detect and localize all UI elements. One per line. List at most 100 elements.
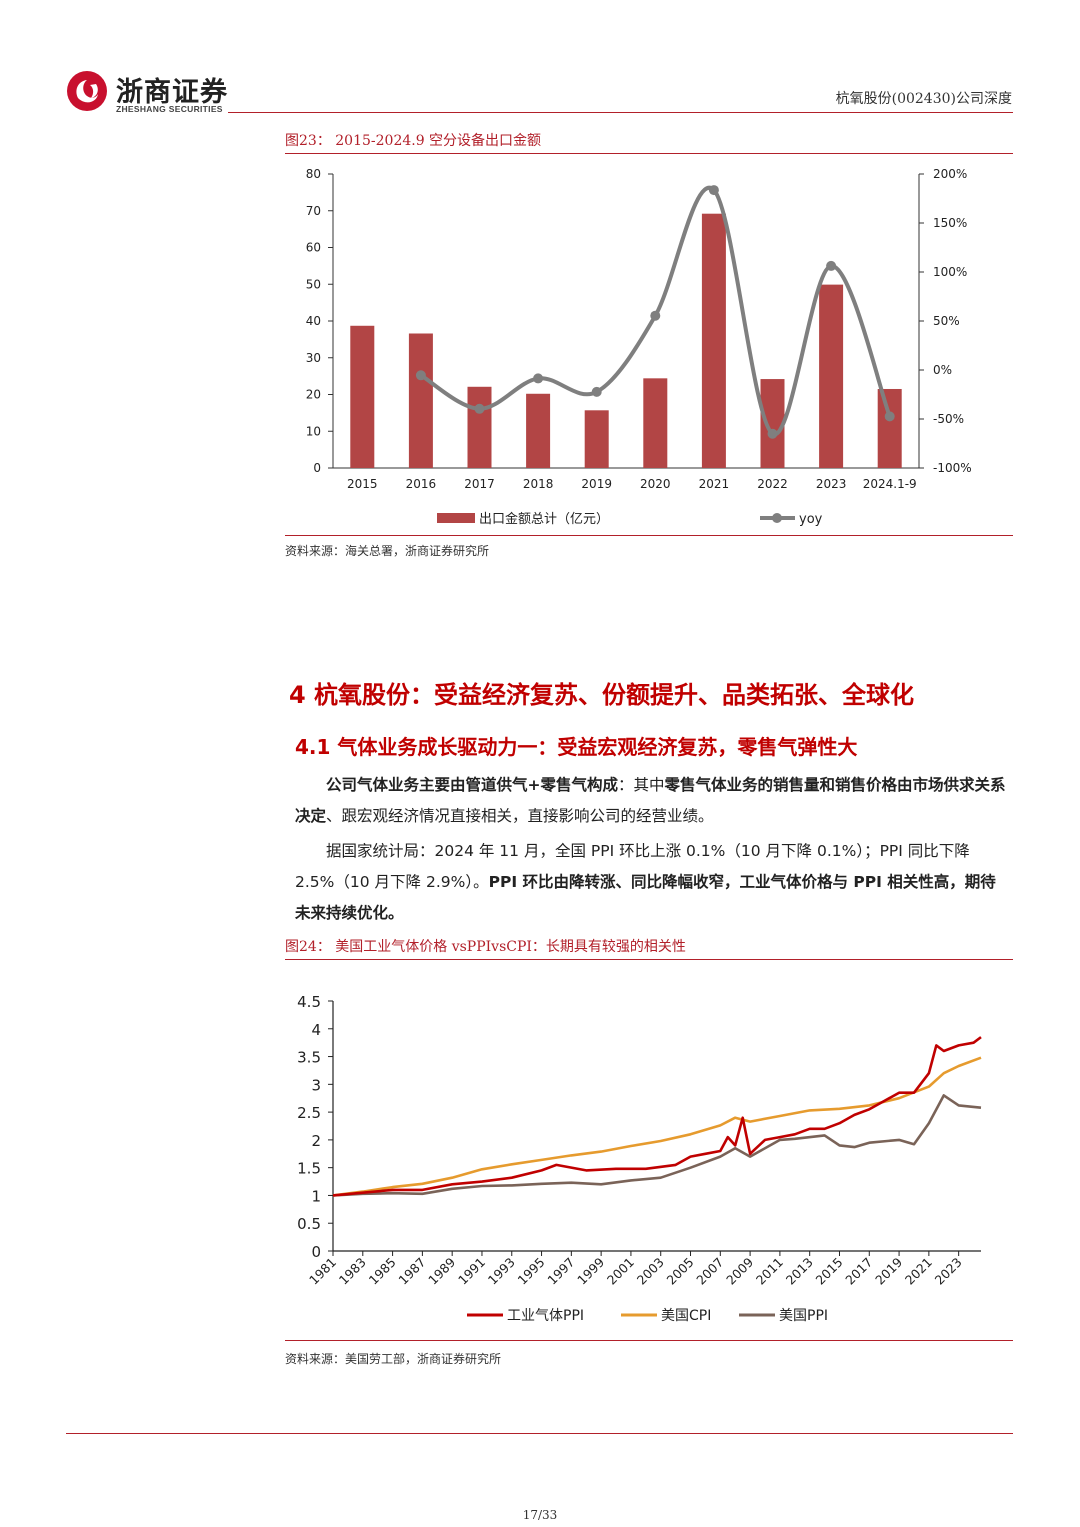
right-tick-label: 150% xyxy=(933,216,967,230)
paragraph-ppi: 据国家统计局：2024 年 11 月，全国 PPI 环比上涨 0.1%（10 月… xyxy=(295,836,1009,929)
legend-bar-label: 出口金额总计（亿元） xyxy=(479,511,609,527)
left-tick-label: 80 xyxy=(306,167,321,181)
legend-line-label: yoy xyxy=(799,512,823,527)
left-tick-label: 30 xyxy=(306,351,321,365)
bar xyxy=(584,410,609,468)
bar xyxy=(408,333,433,468)
paragraph-gas-business: 公司气体业务主要由管道供气+零售气构成：其中零售气体业务的销售量和销售价格由市场… xyxy=(295,770,1009,832)
export-value-chart: 0 10 20 30 40 50 60 70 80 -100% -50% 0% 50% 100% 150% 2… xyxy=(306,167,972,527)
bar xyxy=(643,378,668,468)
x-tick-label: 2018 xyxy=(523,477,554,491)
x-tick-label: 1989 xyxy=(425,1254,458,1287)
figure23-bottom-rule xyxy=(285,535,1013,536)
y-tick-label: 4 xyxy=(311,1021,321,1039)
p2-text: 据国家统计局：2024 年 11 月，全国 PPI 环比上涨 0.1%（10 月… xyxy=(295,842,970,891)
figure23-title: 图23： 2015-2024.9 空分设备出口金额 xyxy=(285,133,542,149)
figure24-bottom-rule xyxy=(285,1340,1013,1341)
report-title: 杭氧股份(002430)公司深度 xyxy=(835,91,1012,107)
series-line-1 xyxy=(332,1056,982,1197)
x-tick-label: 2011 xyxy=(753,1255,786,1288)
x-tick-label: 2019 xyxy=(872,1254,905,1287)
yoy-point xyxy=(533,373,544,384)
y-tick-label: 0.5 xyxy=(297,1215,321,1233)
x-tick-label: 2013 xyxy=(783,1255,816,1288)
right-tick-label: -100% xyxy=(933,461,972,475)
logo-english: ZHESHANG SECURITIES xyxy=(116,104,223,114)
right-tick-label: 0% xyxy=(933,363,952,377)
yoy-point xyxy=(474,403,485,414)
x-tick-label: 2003 xyxy=(634,1255,667,1288)
yoy-point xyxy=(650,310,661,321)
page-number: 17/33 xyxy=(522,1508,558,1522)
yoy-point xyxy=(591,386,602,397)
subsection-heading: 4.1 气体业务成长驱动力一：受益宏观经济复苏，零售气弹性大 xyxy=(295,735,858,759)
x-tick-label: 2009 xyxy=(723,1254,756,1287)
section-heading: 4 杭氧股份：受益经济复苏、份额提升、品类拓张、全球化 xyxy=(289,681,915,709)
series-line-2 xyxy=(332,1094,982,1197)
x-tick-label: 2016 xyxy=(406,477,437,491)
bar xyxy=(701,213,726,468)
legend-label: 美国CPI xyxy=(661,1308,711,1324)
legend-bar-swatch xyxy=(437,513,475,523)
bar xyxy=(819,284,844,468)
left-tick-label: 50 xyxy=(306,277,321,291)
us-gas-price-chart: 00.511.522.533.544.519811983198519871989… xyxy=(297,993,982,1324)
x-tick-label: 2020 xyxy=(640,477,671,491)
x-tick-label: 2001 xyxy=(604,1255,637,1288)
footer-rule xyxy=(66,1433,1013,1434)
x-tick-label: 1985 xyxy=(366,1255,399,1288)
x-tick-label: 1999 xyxy=(574,1254,607,1287)
x-tick-label: 2019 xyxy=(581,477,612,491)
p1-mid: ：其中 xyxy=(618,776,665,794)
y-tick-label: 2 xyxy=(311,1132,321,1150)
right-tick-label: 50% xyxy=(933,314,960,328)
bar xyxy=(526,393,551,468)
y-tick-label: 0 xyxy=(311,1243,321,1261)
left-tick-label: 10 xyxy=(306,424,321,438)
yoy-line xyxy=(419,185,892,436)
left-tick-label: 60 xyxy=(306,241,321,255)
left-tick-label: 20 xyxy=(306,388,321,402)
figure24-title: 图24： 美国工业气体价格 vsPPIvsCPI：长期具有较强的相关性 xyxy=(285,939,686,955)
left-tick-label: 40 xyxy=(306,314,321,328)
p1-bold2: 零售气体业务的销售量和销售价格由市场供求关系决定 xyxy=(295,776,1006,825)
x-tick-label: 1997 xyxy=(544,1255,577,1288)
legend-label: 工业气体PPI xyxy=(507,1308,584,1324)
x-tick-label: 2023 xyxy=(816,477,847,491)
x-tick-label: 2007 xyxy=(693,1255,726,1288)
x-tick-label: 2021 xyxy=(699,477,730,491)
x-tick-label: 2005 xyxy=(664,1255,697,1288)
figure23-source: 资料来源：海关总署，浙商证券研究所 xyxy=(285,544,490,558)
bar xyxy=(350,325,375,468)
legend-label: 美国PPI xyxy=(779,1308,828,1324)
y-tick-label: 1.5 xyxy=(297,1160,321,1178)
x-tick-label: 1993 xyxy=(485,1255,518,1288)
bar xyxy=(760,379,785,468)
series-line-0 xyxy=(332,1036,982,1197)
x-tick-label: 1983 xyxy=(336,1255,369,1288)
x-tick-label: 2024.1-9 xyxy=(863,477,917,491)
right-tick-label: 200% xyxy=(933,167,967,181)
right-tick-label: 100% xyxy=(933,265,967,279)
right-tick-label: -50% xyxy=(933,412,964,426)
x-tick-label: 1995 xyxy=(515,1255,548,1288)
y-tick-label: 2.5 xyxy=(297,1104,321,1122)
yoy-point xyxy=(767,428,778,439)
figure23-title-rule xyxy=(285,153,1013,154)
figure24-title-rule xyxy=(285,959,1013,960)
yoy-point xyxy=(708,185,719,196)
bar xyxy=(467,386,492,468)
x-tick-label: 1991 xyxy=(455,1255,488,1288)
y-tick-label: 4.5 xyxy=(297,993,321,1011)
yoy-point xyxy=(884,411,895,422)
x-tick-label: 2015 xyxy=(813,1255,846,1288)
y-tick-label: 3 xyxy=(311,1076,321,1094)
logo-wordmark: 浙商证券 xyxy=(116,77,228,108)
x-tick-label: 2017 xyxy=(842,1255,875,1288)
bar xyxy=(877,388,902,468)
yoy-point xyxy=(826,260,837,271)
y-tick-label: 3.5 xyxy=(297,1049,321,1067)
y-tick-label: 1 xyxy=(311,1187,321,1205)
zheshang-logo-icon xyxy=(67,71,107,111)
x-tick-label: 2023 xyxy=(932,1255,965,1288)
